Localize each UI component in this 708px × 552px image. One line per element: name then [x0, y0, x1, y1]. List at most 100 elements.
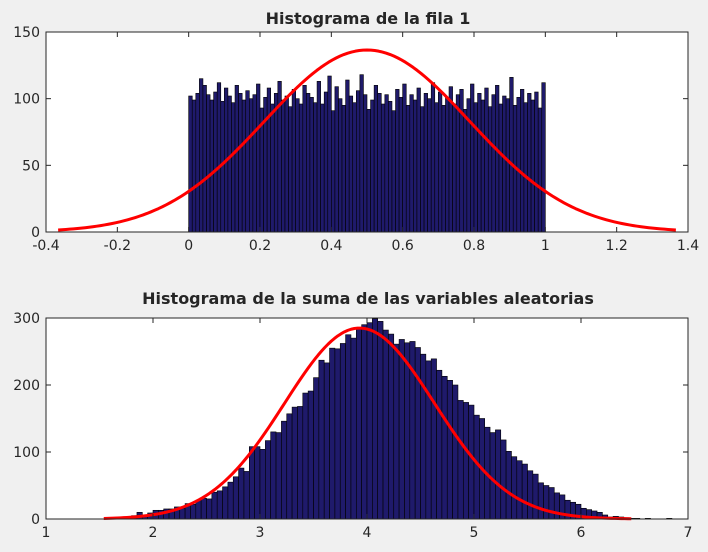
x-tick-label: 5	[470, 525, 479, 541]
histogram-bar	[195, 93, 200, 233]
histogram-bar	[352, 102, 357, 233]
histogram-bar	[409, 94, 414, 233]
histogram-bar	[270, 103, 275, 233]
y-axis: 0 100 200 300	[13, 311, 688, 528]
x-tick-label: 0.4	[320, 238, 342, 254]
x-tick-label: 1	[42, 525, 51, 541]
histogram-bar	[377, 321, 384, 520]
histogram-bar	[416, 87, 421, 233]
histogram-bar	[516, 97, 521, 233]
histogram-bar	[452, 103, 457, 233]
histogram-bar	[348, 95, 354, 233]
y-tick-label: 200	[13, 378, 40, 394]
histogram-bar	[480, 99, 486, 233]
histogram-bar	[427, 98, 432, 233]
histogram-bar	[266, 87, 272, 233]
x-tick-label: 0.8	[463, 238, 485, 254]
histogram-bar	[316, 81, 321, 233]
histogram-bar	[423, 93, 428, 233]
histogram-bar	[470, 83, 475, 233]
histogram-bar	[398, 339, 405, 520]
histogram-panel-fila-1: Histograma de la fila 1 -0.4 -0.2 0 0.2 0.4 0…	[13, 9, 699, 254]
histogram-bar	[491, 94, 496, 233]
histogram-bar	[359, 74, 364, 233]
histogram-bar	[543, 485, 550, 520]
histogram-bar	[489, 432, 496, 520]
histogram-bar	[313, 102, 318, 233]
histogram-bar	[307, 390, 314, 520]
x-tick-label: 0	[184, 238, 193, 254]
histogram-bar	[532, 473, 539, 520]
x-tick-label: -0.4	[32, 238, 59, 254]
histogram-bar	[361, 324, 368, 520]
histogram-bar	[295, 98, 300, 233]
histogram-bar	[398, 97, 403, 233]
histogram-bar	[537, 482, 544, 520]
histogram-bar	[452, 384, 459, 520]
histogram-bar	[329, 347, 336, 520]
histogram-bar	[241, 99, 247, 233]
histogram-bar	[254, 446, 261, 520]
histogram-bar	[231, 102, 236, 233]
histogram-bar	[355, 90, 361, 233]
histogram-bar	[191, 99, 197, 233]
x-tick-label: 4	[363, 525, 372, 541]
y-tick-label: 100	[13, 445, 40, 461]
histogram-bar	[473, 102, 478, 233]
chart-title: Histograma de la fila 1	[266, 9, 471, 28]
y-axis: 0 50 100 150	[13, 25, 688, 241]
histogram-bar	[377, 93, 382, 233]
gaussian-fit-curve	[58, 48, 676, 232]
histogram-bar	[380, 103, 386, 233]
histogram-bar	[455, 94, 461, 233]
histogram-bar	[350, 337, 357, 520]
histogram-bar	[320, 103, 325, 233]
histogram-bar	[281, 420, 288, 520]
histogram-bar	[238, 93, 243, 233]
histogram-bar	[206, 498, 213, 520]
x-axis: 1 2 3 4 5 6 7	[42, 318, 693, 541]
axes-box	[45, 31, 689, 233]
histogram-bar	[216, 82, 222, 233]
histogram-bar	[509, 77, 514, 233]
histogram-bar	[345, 334, 352, 520]
y-tick-label: 0	[31, 225, 40, 241]
bar-series	[188, 74, 546, 233]
x-tick-label: 1.4	[677, 238, 699, 254]
histogram-bar	[484, 87, 489, 233]
histogram-bar	[541, 82, 546, 233]
histogram-bar	[434, 102, 439, 233]
histogram-bar	[195, 499, 202, 520]
histogram-bar	[537, 107, 543, 233]
histogram-bar	[530, 99, 535, 233]
x-tick-label: 7	[684, 525, 693, 541]
y-tick-label: 50	[22, 158, 40, 174]
histogram-bar	[382, 329, 389, 520]
histogram-bar	[318, 359, 325, 520]
histogram-bar	[298, 103, 304, 233]
histogram-bar	[345, 79, 350, 233]
histogram-bar	[302, 85, 307, 233]
histogram-bar	[500, 439, 507, 520]
histogram-bar	[323, 362, 330, 520]
histogram-bar	[436, 369, 443, 520]
histogram-bar	[206, 94, 211, 233]
histogram-bar	[355, 327, 362, 520]
histogram-bar	[405, 105, 411, 233]
histogram-bar	[327, 75, 332, 233]
histogram-bar	[259, 449, 266, 520]
histogram-bar	[462, 402, 469, 520]
histogram-bar	[370, 99, 375, 233]
histogram-panel-suma: Histograma de la suma de las variables a…	[13, 289, 692, 541]
histogram-bar	[523, 102, 528, 233]
histogram-bar	[227, 481, 234, 520]
x-axis: -0.4 -0.2 0 0.2 0.4 0.6 0.8 1 1.2 1.4	[32, 32, 699, 254]
y-tick-label: 0	[31, 512, 40, 528]
histogram-bar	[270, 431, 277, 520]
gaussian-fit-curve	[103, 326, 632, 521]
histogram-bar	[391, 110, 396, 233]
histogram-bar	[498, 103, 503, 233]
histogram-bar	[334, 86, 339, 233]
histogram-bar	[209, 99, 214, 233]
histogram-bar	[388, 333, 395, 520]
